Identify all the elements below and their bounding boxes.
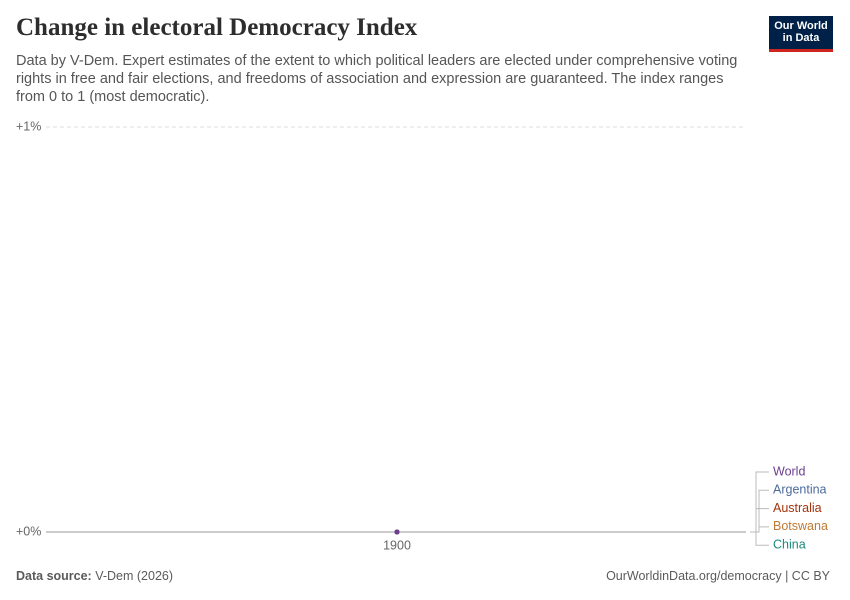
chart-subtitle: Data by V-Dem. Expert estimates of the e…	[16, 53, 738, 105]
legend-label: Botswana	[773, 519, 828, 533]
y-tick-label: +0%	[16, 524, 41, 538]
x-tick-label: 1900	[383, 538, 411, 552]
legend-label: China	[773, 537, 806, 551]
logo-line: in Data	[782, 32, 820, 44]
source-label: Data source:	[16, 569, 92, 583]
legend-connector	[750, 471, 769, 533]
chart-title: Change in electoral Democracy Index	[16, 14, 418, 41]
legend-label: World	[773, 464, 805, 478]
legend-connector	[750, 489, 769, 533]
source: Data source: V-Dem (2026)	[16, 569, 173, 583]
logo[interactable]: Our World in Data	[769, 16, 833, 52]
source-text[interactable]: V-Dem (2026)	[95, 569, 174, 583]
y-tick-label: +1%	[16, 119, 41, 133]
legend-label: Argentina	[773, 483, 827, 497]
data-point	[394, 529, 400, 535]
legend-label: Australia	[773, 501, 822, 515]
legend-connector	[750, 531, 769, 546]
credit[interactable]: OurWorldinData.org/democracy | CC BY	[606, 569, 830, 583]
logo-line: Our World	[774, 20, 828, 32]
